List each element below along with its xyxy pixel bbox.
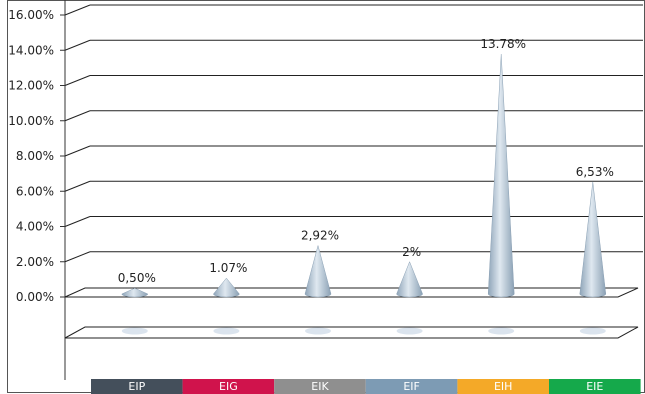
cone-eie bbox=[579, 181, 607, 298]
category-swatch-eig bbox=[182, 379, 275, 394]
category-swatch-eie bbox=[549, 379, 641, 394]
cone-shadow bbox=[213, 327, 240, 335]
category-label-eip: EIP bbox=[128, 380, 145, 393]
cone-eik bbox=[304, 244, 332, 298]
data-label-eig: 1.07% bbox=[209, 261, 247, 275]
cone-shadow bbox=[488, 327, 515, 335]
y-tick-label: 12.00% bbox=[8, 79, 54, 93]
grid-diagonal bbox=[64, 75, 91, 86]
grid-diagonal bbox=[64, 39, 91, 51]
cone-shadow bbox=[121, 327, 148, 335]
category-swatch-eik bbox=[274, 379, 366, 394]
data-labels: 0,50% 1.07% 2,92% 2% 13.78% 6,53% bbox=[118, 37, 614, 285]
cone-shadow bbox=[396, 327, 423, 335]
grid-diagonal bbox=[64, 251, 91, 263]
grid-lines bbox=[64, 4, 643, 263]
grid-diagonal bbox=[64, 145, 91, 157]
y-tick-label: 6.00% bbox=[16, 184, 54, 198]
y-tick-label: 4.00% bbox=[16, 220, 54, 234]
floor-plate bbox=[64, 287, 639, 298]
y-tick-label: 10.00% bbox=[8, 114, 54, 128]
data-label-eik: 2,92% bbox=[301, 229, 339, 243]
grid-diagonal bbox=[64, 180, 91, 192]
grid-diagonal bbox=[64, 216, 91, 227]
floor-plates bbox=[64, 287, 639, 339]
cone-shadow bbox=[579, 327, 606, 335]
category-swatch-eih bbox=[457, 379, 549, 394]
category-swatch-eif bbox=[365, 379, 458, 394]
data-label-eip: 0,50% bbox=[118, 271, 156, 285]
data-label-eif: 2% bbox=[402, 245, 421, 259]
data-label-eih: 13.78% bbox=[480, 37, 526, 51]
category-label-eie: EIE bbox=[586, 380, 603, 393]
category-swatch-eip bbox=[91, 379, 183, 394]
reflection-plate bbox=[64, 326, 639, 339]
cone-shadows bbox=[121, 327, 606, 335]
cone-eig bbox=[213, 277, 240, 298]
grid-diagonal bbox=[64, 4, 91, 16]
category-label-eih: EIH bbox=[494, 380, 512, 393]
category-label-eig: EIG bbox=[219, 380, 238, 393]
category-bar: EIP EIG EIK EIF EIH EIE bbox=[91, 379, 641, 394]
cone-shadow bbox=[305, 327, 331, 335]
cone-eif bbox=[396, 261, 423, 298]
data-label-eie: 6,53% bbox=[576, 165, 614, 179]
cone-eip bbox=[121, 287, 149, 298]
y-tick-label: 2.00% bbox=[16, 255, 54, 269]
y-tick-label: 0.00% bbox=[16, 290, 54, 304]
category-label-eif: EIF bbox=[403, 380, 420, 393]
cones bbox=[121, 54, 607, 298]
y-tick-label: 16.00% bbox=[8, 8, 54, 22]
category-label-eik: EIK bbox=[311, 380, 329, 393]
grid-diagonal bbox=[64, 110, 91, 122]
cone-eih bbox=[487, 54, 515, 298]
y-axis-ticks: 0.00% 2.00% 4.00% 6.00% 8.00% 10.00% 12.00% 14.… bbox=[8, 8, 65, 304]
y-tick-label: 14.00% bbox=[8, 43, 54, 57]
y-tick-label: 8.00% bbox=[16, 149, 54, 163]
